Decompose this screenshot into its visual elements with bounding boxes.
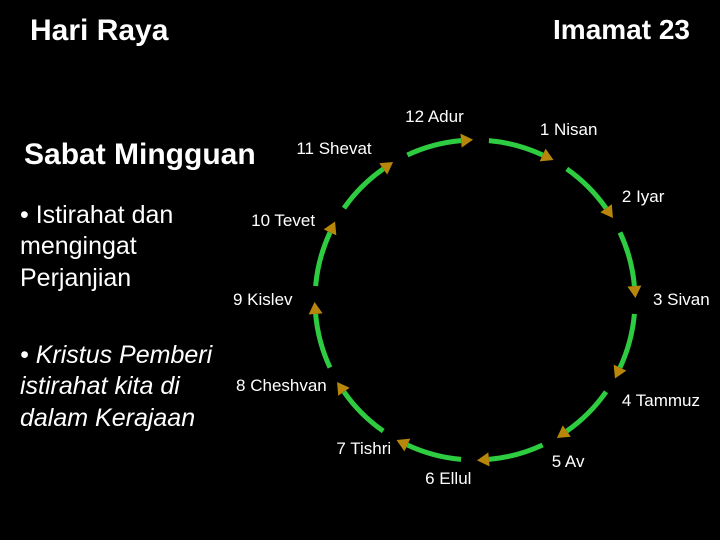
- month-5: 6 Ellul: [425, 469, 471, 489]
- month-2: 3 Sivan: [653, 290, 710, 310]
- month-1: 2 Iyar: [622, 187, 665, 207]
- bullet-0: • Istirahat danmengingatPerjanjian: [20, 200, 173, 294]
- month-11: 12 Adur: [405, 107, 464, 127]
- title-right: Imamat 23: [553, 14, 690, 46]
- bullet-1: • Kristus Pemberiistirahat kita didalam …: [20, 340, 212, 434]
- month-4: 5 Av: [552, 452, 585, 472]
- month-6: 7 Tishri: [336, 439, 391, 459]
- month-7: 8 Cheshvan: [236, 376, 327, 396]
- month-0: 1 Nisan: [540, 120, 598, 140]
- title-left: Hari Raya: [30, 14, 168, 48]
- month-8: 9 Kislev: [233, 290, 293, 310]
- month-ring: [290, 115, 660, 485]
- month-3: 4 Tammuz: [622, 391, 700, 411]
- section-heading: Sabat Mingguan: [24, 138, 256, 172]
- month-10: 11 Shevat: [296, 139, 371, 159]
- month-9: 10 Tevet: [251, 211, 315, 231]
